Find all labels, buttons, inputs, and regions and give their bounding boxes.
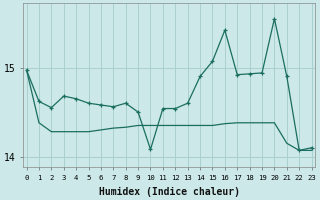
- X-axis label: Humidex (Indice chaleur): Humidex (Indice chaleur): [99, 186, 240, 197]
